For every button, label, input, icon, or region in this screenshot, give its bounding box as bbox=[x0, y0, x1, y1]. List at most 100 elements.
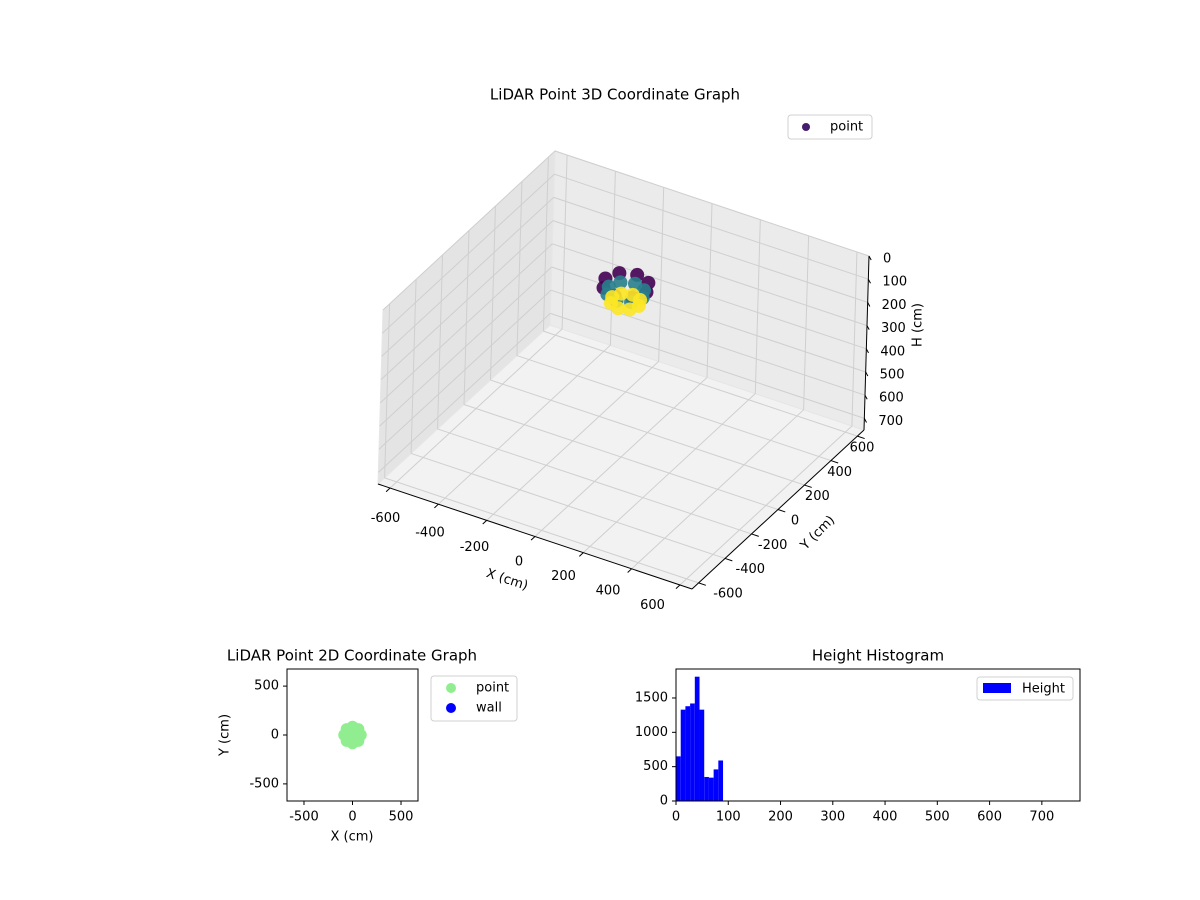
y-tick-label: 0 bbox=[271, 728, 279, 743]
x-tick-label: 700 bbox=[1029, 810, 1054, 825]
grid-line bbox=[384, 303, 391, 478]
grid-line bbox=[543, 330, 858, 437]
bar bbox=[690, 703, 695, 801]
grid-line bbox=[379, 243, 553, 404]
legend-label: Height bbox=[1022, 682, 1065, 697]
bar bbox=[685, 706, 691, 801]
grid-line bbox=[377, 313, 551, 473]
y-tick-label: 500 bbox=[643, 759, 668, 774]
x-tick-label: 0 bbox=[672, 810, 680, 825]
z-tick-label: 700 bbox=[878, 414, 903, 429]
legend-label: point bbox=[476, 681, 509, 696]
bar bbox=[718, 760, 724, 801]
x-tick-label: 600 bbox=[977, 810, 1002, 825]
x-tick-label: 600 bbox=[640, 598, 665, 613]
grid-line bbox=[410, 279, 417, 454]
y-tick-label: 500 bbox=[254, 679, 279, 694]
legend-marker bbox=[446, 683, 456, 693]
grid-line bbox=[754, 219, 761, 394]
x-tick bbox=[482, 519, 488, 525]
z-axis-label: H (cm) bbox=[911, 303, 926, 347]
y-axis-line bbox=[691, 429, 865, 590]
y-tick bbox=[857, 435, 865, 440]
grid-line bbox=[658, 187, 665, 362]
x-tick-label: -400 bbox=[415, 526, 445, 541]
grid-line bbox=[410, 452, 726, 559]
grid-line bbox=[381, 173, 555, 334]
y-tick-label: -600 bbox=[713, 587, 743, 602]
x-tick-label: 200 bbox=[551, 569, 576, 584]
grid-line bbox=[490, 379, 805, 486]
data-point bbox=[625, 287, 640, 302]
grid-line bbox=[380, 220, 554, 380]
x-tick-label: -600 bbox=[371, 511, 401, 526]
x-tick-label: 200 bbox=[768, 810, 793, 825]
legend-marker bbox=[446, 703, 456, 713]
chart-2d: LiDAR Point 2D Coordinate Graph X (cm) Y… bbox=[218, 647, 518, 845]
z-tick-label: 500 bbox=[880, 368, 905, 383]
grid-line bbox=[554, 173, 869, 280]
bar bbox=[699, 709, 705, 801]
legend-marker bbox=[983, 683, 1011, 693]
grid-line bbox=[803, 235, 810, 410]
x-tick-label: 100 bbox=[716, 810, 741, 825]
x-tick bbox=[675, 584, 681, 589]
x-tick bbox=[627, 568, 632, 573]
y-tick-label: 600 bbox=[850, 440, 875, 455]
x-tick-label: 300 bbox=[820, 810, 845, 825]
y-tick bbox=[724, 557, 733, 562]
chart-3d: LiDAR Point 3D Coordinate Graph X (cm) Y… bbox=[371, 86, 926, 614]
grid-line bbox=[463, 230, 470, 405]
y-tick-label: 1500 bbox=[635, 690, 668, 705]
grid-line bbox=[381, 197, 555, 357]
z-tick-label: 0 bbox=[883, 252, 891, 267]
grid-line bbox=[552, 243, 867, 350]
data-point bbox=[613, 275, 628, 290]
grid-line bbox=[851, 251, 858, 426]
axes-frame bbox=[675, 668, 1081, 802]
z-tick-label: 100 bbox=[882, 275, 907, 290]
y-tick bbox=[698, 582, 707, 586]
data-point bbox=[611, 301, 626, 316]
grid-line bbox=[437, 428, 752, 535]
z-tick-label: 400 bbox=[880, 344, 905, 359]
x-tick-label: 400 bbox=[596, 584, 621, 599]
z-tick-label: 300 bbox=[881, 321, 906, 336]
bar bbox=[708, 777, 714, 801]
legend-label: wall bbox=[476, 701, 502, 716]
y-axis-label: Y (cm) bbox=[218, 714, 233, 757]
bar bbox=[704, 776, 709, 801]
bar bbox=[676, 756, 681, 801]
x-tick bbox=[385, 487, 391, 493]
z-tick-label: 600 bbox=[879, 391, 904, 406]
grid-line bbox=[378, 289, 552, 450]
grid-line bbox=[550, 312, 865, 419]
grid-line bbox=[609, 171, 616, 346]
x-axis-label: X (cm) bbox=[331, 830, 374, 845]
legend-label: point bbox=[830, 120, 863, 135]
x-tick-label: 500 bbox=[389, 810, 414, 825]
x-tick-label: 400 bbox=[873, 810, 898, 825]
grid-line bbox=[553, 196, 868, 303]
y-tick-label: 200 bbox=[805, 489, 830, 504]
x-tick bbox=[530, 536, 536, 541]
bar bbox=[694, 676, 700, 801]
data-point bbox=[627, 276, 642, 291]
chart-title: LiDAR Point 2D Coordinate Graph bbox=[227, 647, 477, 665]
grid-line bbox=[463, 404, 779, 510]
x-tick-label: 0 bbox=[348, 810, 356, 825]
y-tick-label: 0 bbox=[791, 514, 799, 529]
y-tick-label: 0 bbox=[660, 794, 668, 809]
z-tick-label: 200 bbox=[882, 298, 907, 313]
y-tick bbox=[751, 533, 759, 537]
legend-box bbox=[976, 676, 1074, 701]
grid-line bbox=[706, 203, 713, 378]
y-tick-label: -200 bbox=[758, 538, 788, 553]
x-tick-label: 500 bbox=[925, 810, 950, 825]
x-tick-label: -200 bbox=[460, 540, 490, 555]
y-tick bbox=[777, 509, 786, 513]
grid-line bbox=[379, 266, 553, 427]
grid-line bbox=[550, 289, 866, 396]
grid-line bbox=[552, 220, 868, 327]
